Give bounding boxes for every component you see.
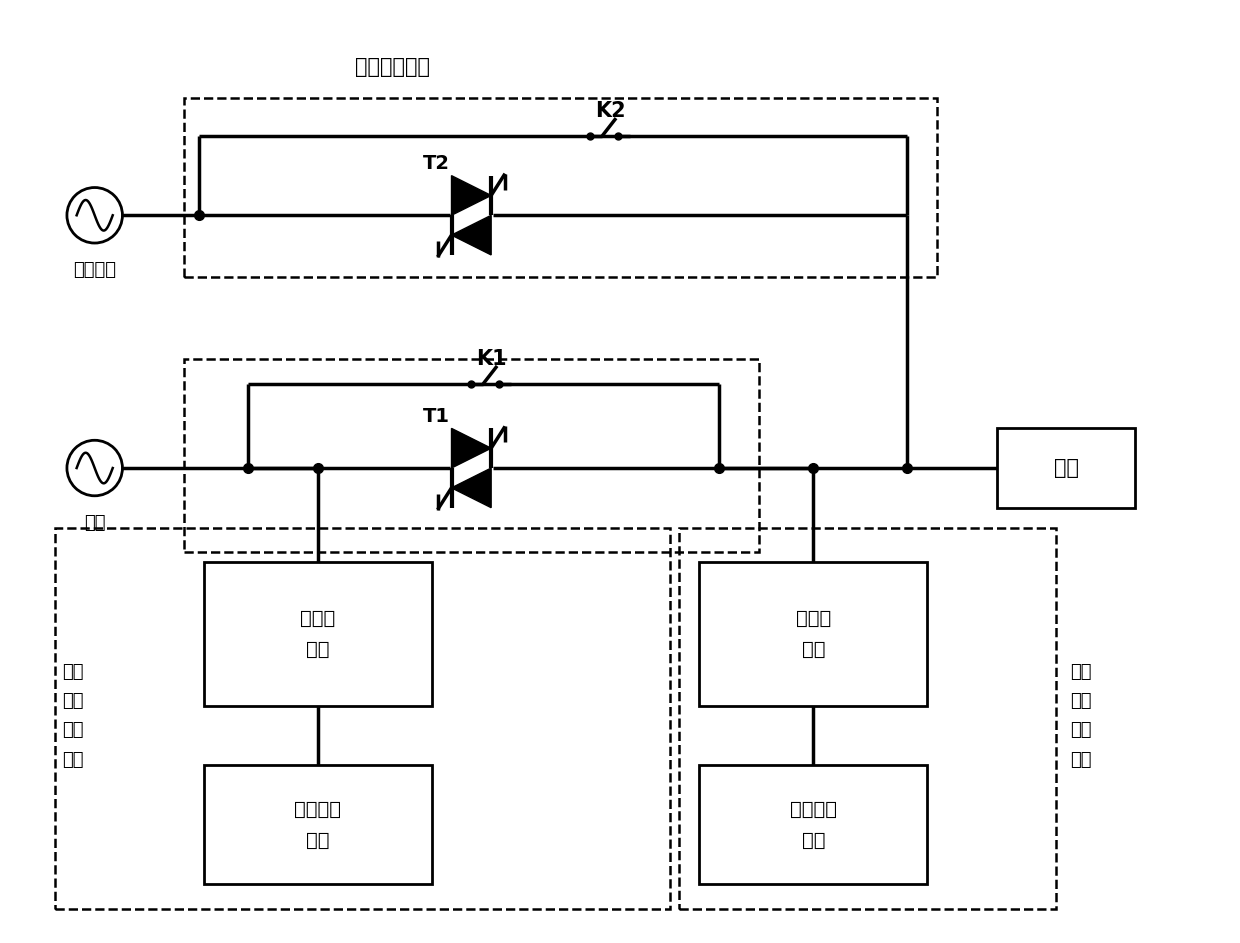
Text: T2: T2 — [423, 155, 450, 174]
Text: 第一变
流器: 第一变 流器 — [796, 609, 831, 659]
Text: T1: T1 — [423, 407, 450, 426]
Polygon shape — [451, 468, 491, 507]
Polygon shape — [451, 215, 491, 255]
Polygon shape — [451, 175, 491, 215]
Text: 负载: 负载 — [1054, 458, 1079, 478]
Text: 备用电源: 备用电源 — [73, 261, 117, 279]
Bar — [55, 527, 670, 909]
Text: 动态
电压
恢复
模块: 动态 电压 恢复 模块 — [1070, 663, 1091, 769]
Text: 第一储能
单元: 第一储能 单元 — [790, 800, 837, 850]
Text: K1: K1 — [476, 349, 506, 369]
Polygon shape — [451, 428, 491, 468]
Text: 电网: 电网 — [84, 514, 105, 532]
Bar — [203, 562, 432, 706]
Text: 备用电源模块: 备用电源模块 — [355, 57, 429, 76]
Bar — [997, 428, 1136, 507]
Bar — [184, 98, 937, 276]
Text: 第二储能
单元: 第二储能 单元 — [294, 800, 341, 850]
Text: 第二变
流器: 第二变 流器 — [300, 609, 335, 659]
Bar — [699, 766, 928, 885]
Bar — [203, 766, 432, 885]
Bar — [699, 562, 928, 706]
Text: 有源
电力
滤波
模块: 有源 电力 滤波 模块 — [62, 663, 83, 769]
Bar — [184, 359, 759, 553]
Bar — [680, 527, 1056, 909]
Text: K2: K2 — [595, 101, 625, 122]
